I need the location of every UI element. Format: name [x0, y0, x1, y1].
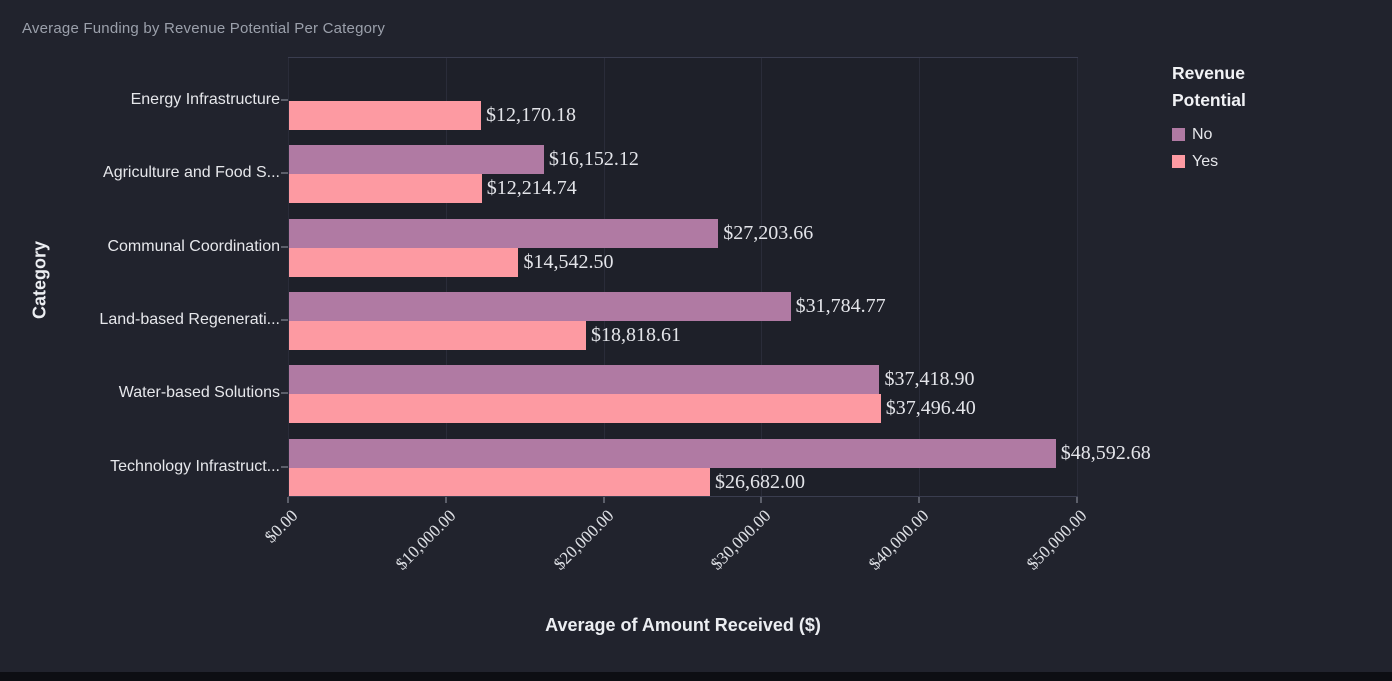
- category-tick-label: Technology Infrastruct...: [110, 457, 280, 475]
- bar-value-label: $48,592.68: [1060, 441, 1151, 464]
- legend-swatch-icon: [1172, 155, 1185, 168]
- bar-value-label: $31,784.77: [795, 295, 886, 317]
- category-tick-label: Communal Coordination: [107, 237, 280, 255]
- legend-swatch-icon: [1172, 128, 1185, 141]
- legend-item-no[interactable]: No: [1172, 121, 1246, 148]
- legend-item-label: No: [1192, 125, 1213, 143]
- legend: Revenue Potential No Yes: [1172, 60, 1246, 175]
- legend-item-yes[interactable]: Yes: [1172, 148, 1246, 175]
- bar-no[interactable]: [289, 438, 1056, 468]
- bar-value-label: $18,818.61: [590, 324, 681, 346]
- x-axis-tick: [760, 497, 763, 503]
- x-axis-tick: [602, 497, 605, 503]
- x-tick-label: $0.00: [260, 506, 302, 547]
- x-tick-label: $30,000.00: [707, 506, 775, 574]
- gridline: [761, 58, 763, 496]
- x-tick-label: $20,000.00: [549, 506, 618, 574]
- bar-value-label: $12,170.18: [486, 104, 577, 126]
- gridline: [919, 58, 921, 496]
- x-axis-tick: [918, 497, 921, 503]
- x-axis-tick: [287, 497, 289, 503]
- y-axis-tick: [281, 392, 288, 395]
- y-axis-tick: [281, 465, 288, 468]
- plot-area: [288, 57, 1078, 497]
- y-axis-title: Category: [29, 240, 50, 320]
- legend-title-line1: Revenue: [1172, 63, 1245, 83]
- bar-value-label: $16,152.12: [548, 148, 639, 171]
- x-axis-title: Average of Amount Received ($): [545, 615, 821, 635]
- bars-layer: $12,170.18 $16,152.12 $12,214.74 $27,203.66…: [289, 58, 1161, 496]
- gridline: [445, 58, 447, 496]
- x-axis-tick: [444, 497, 447, 503]
- bar-value-label: $26,682.00: [715, 470, 806, 493]
- category-tick-label: Agriculture and Food S...: [103, 164, 280, 182]
- bar-yes[interactable]: [289, 101, 482, 130]
- x-tick-label: $10,000.00: [391, 506, 460, 574]
- bar-yes[interactable]: [289, 467, 711, 496]
- bar-value-label: $27,203.66: [723, 221, 814, 244]
- legend-items: No Yes: [1172, 121, 1246, 175]
- bar-no[interactable]: [289, 218, 719, 248]
- x-axis-tick: [1076, 497, 1078, 503]
- y-axis-tick: [281, 245, 288, 248]
- chart-title: Average Funding by Revenue Potential Per…: [22, 20, 386, 37]
- bar-no[interactable]: [289, 292, 791, 321]
- legend-item-label: Yes: [1192, 152, 1219, 170]
- bar-yes[interactable]: [289, 321, 586, 350]
- legend-title: Revenue Potential: [1172, 60, 1246, 114]
- y-axis-tick: [281, 172, 288, 175]
- bar-no[interactable]: [289, 365, 880, 395]
- bar-value-label: $12,214.74: [486, 177, 577, 200]
- bar-value-label: $37,496.40: [885, 397, 976, 420]
- category-tick-label: Water-based Solutions: [118, 384, 280, 402]
- category-tick-label: Land-based Regenerati...: [99, 311, 280, 328]
- y-axis-tick: [281, 99, 288, 101]
- y-axis-tick: [281, 319, 288, 321]
- bar-no[interactable]: [289, 145, 544, 175]
- x-tick-label: $40,000.00: [865, 506, 933, 574]
- bar-yes[interactable]: [289, 174, 482, 204]
- category-tick-label: Energy Infrastructure: [130, 91, 280, 108]
- legend-title-line2: Potential: [1172, 90, 1246, 110]
- bar-value-label: $14,542.50: [523, 250, 614, 273]
- x-tick-label: $50,000.00: [1022, 506, 1091, 574]
- bottom-strip: [0, 672, 1392, 681]
- bar-yes[interactable]: [289, 394, 881, 424]
- gridline: [288, 58, 289, 496]
- bar-value-label: $37,418.90: [884, 368, 975, 391]
- gridline: [1077, 58, 1078, 496]
- bar-yes[interactable]: [289, 247, 519, 277]
- gridline: [603, 58, 605, 496]
